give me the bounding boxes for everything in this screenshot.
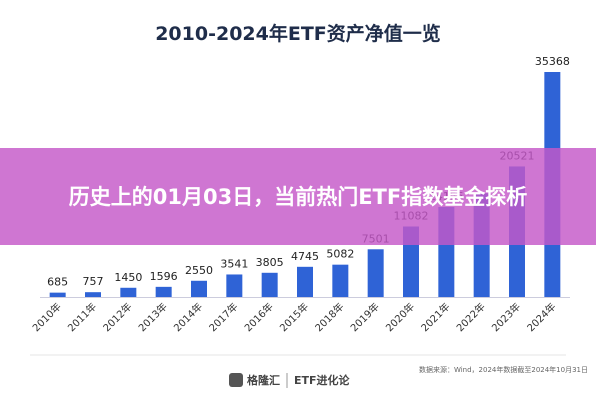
x-tick-label: 2017年 [206, 300, 240, 334]
x-tick-label: 2023年 [489, 300, 523, 334]
bar [120, 287, 137, 297]
overlay-banner: 历史上的01月03日，当前热门ETF指数基金探析 [0, 148, 596, 245]
logo-text: ETF进化论 [294, 373, 351, 387]
x-tick-label: 2011年 [65, 300, 99, 334]
x-tick-label: 2012年 [100, 300, 134, 334]
x-tick-label: 2024年 [524, 300, 558, 334]
bar [155, 286, 172, 297]
value-label: 1596 [150, 270, 178, 283]
chart-title: 2010-2024年ETF资产净值一览 [155, 22, 441, 45]
x-tick-label: 2021年 [418, 300, 452, 334]
value-label: 5082 [326, 248, 354, 261]
bar [226, 274, 243, 297]
value-label: 2550 [185, 264, 213, 277]
bar [49, 292, 66, 297]
x-tick-label: 2016年 [242, 300, 276, 334]
x-tick-label: 2022年 [454, 300, 488, 334]
bar [261, 272, 278, 297]
x-tick-label: 2013年 [136, 300, 170, 334]
bar [85, 292, 101, 297]
logo-icon [229, 373, 243, 387]
x-tick-label: 2018年 [312, 300, 346, 334]
x-tick-label: 2020年 [383, 300, 417, 334]
source-note: 数据来源：Wind，2024年数据截至2024年10月31日 [419, 365, 588, 374]
x-tick-label: 2015年 [277, 300, 311, 334]
value-label: 35368 [535, 55, 570, 68]
bar [367, 249, 384, 297]
bar [297, 266, 313, 297]
bar [332, 264, 349, 297]
value-label: 1450 [114, 271, 142, 284]
value-label: 757 [83, 275, 104, 288]
logo-text: 格隆汇 [247, 373, 280, 387]
banner-text: 历史上的01月03日，当前热门ETF指数基金探析 [68, 184, 528, 209]
x-tick-label: 2010年 [30, 300, 64, 334]
value-label: 3541 [220, 257, 248, 270]
value-label: 685 [47, 276, 68, 289]
x-tick-label: 2014年 [171, 300, 205, 334]
x-tick-label: 2019年 [348, 300, 382, 334]
value-label: 4745 [291, 250, 319, 263]
bar [191, 280, 207, 297]
value-label: 3805 [256, 256, 284, 269]
